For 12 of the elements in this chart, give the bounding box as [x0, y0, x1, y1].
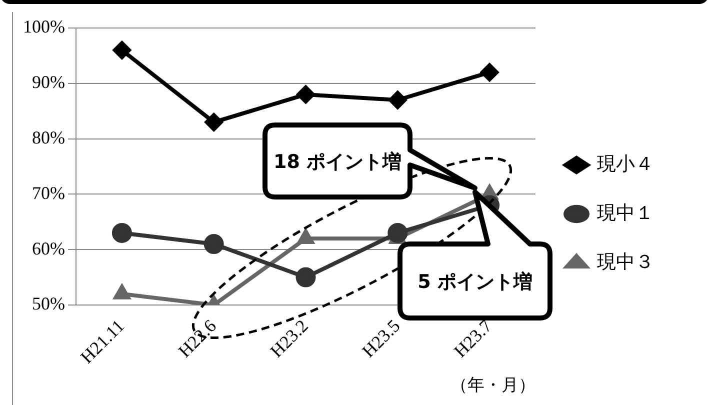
- y-tick-label: 90%: [32, 72, 65, 92]
- y-tick-label: 70%: [32, 182, 65, 203]
- y-tick-label: 80%: [32, 128, 65, 148]
- legend-label: 現中１: [597, 202, 654, 224]
- annotation: 18 ポイント増: [273, 151, 402, 173]
- x-axis-title: （年・月）: [450, 375, 536, 394]
- y-tick-label: 60%: [32, 238, 65, 258]
- legend-label: 現中３: [597, 252, 654, 273]
- y-tick-label: 100%: [22, 16, 65, 37]
- legend-label: 現小４: [597, 154, 654, 175]
- annotation: 5 ポイント増: [418, 271, 532, 293]
- y-tick-label: 50%: [32, 294, 65, 314]
